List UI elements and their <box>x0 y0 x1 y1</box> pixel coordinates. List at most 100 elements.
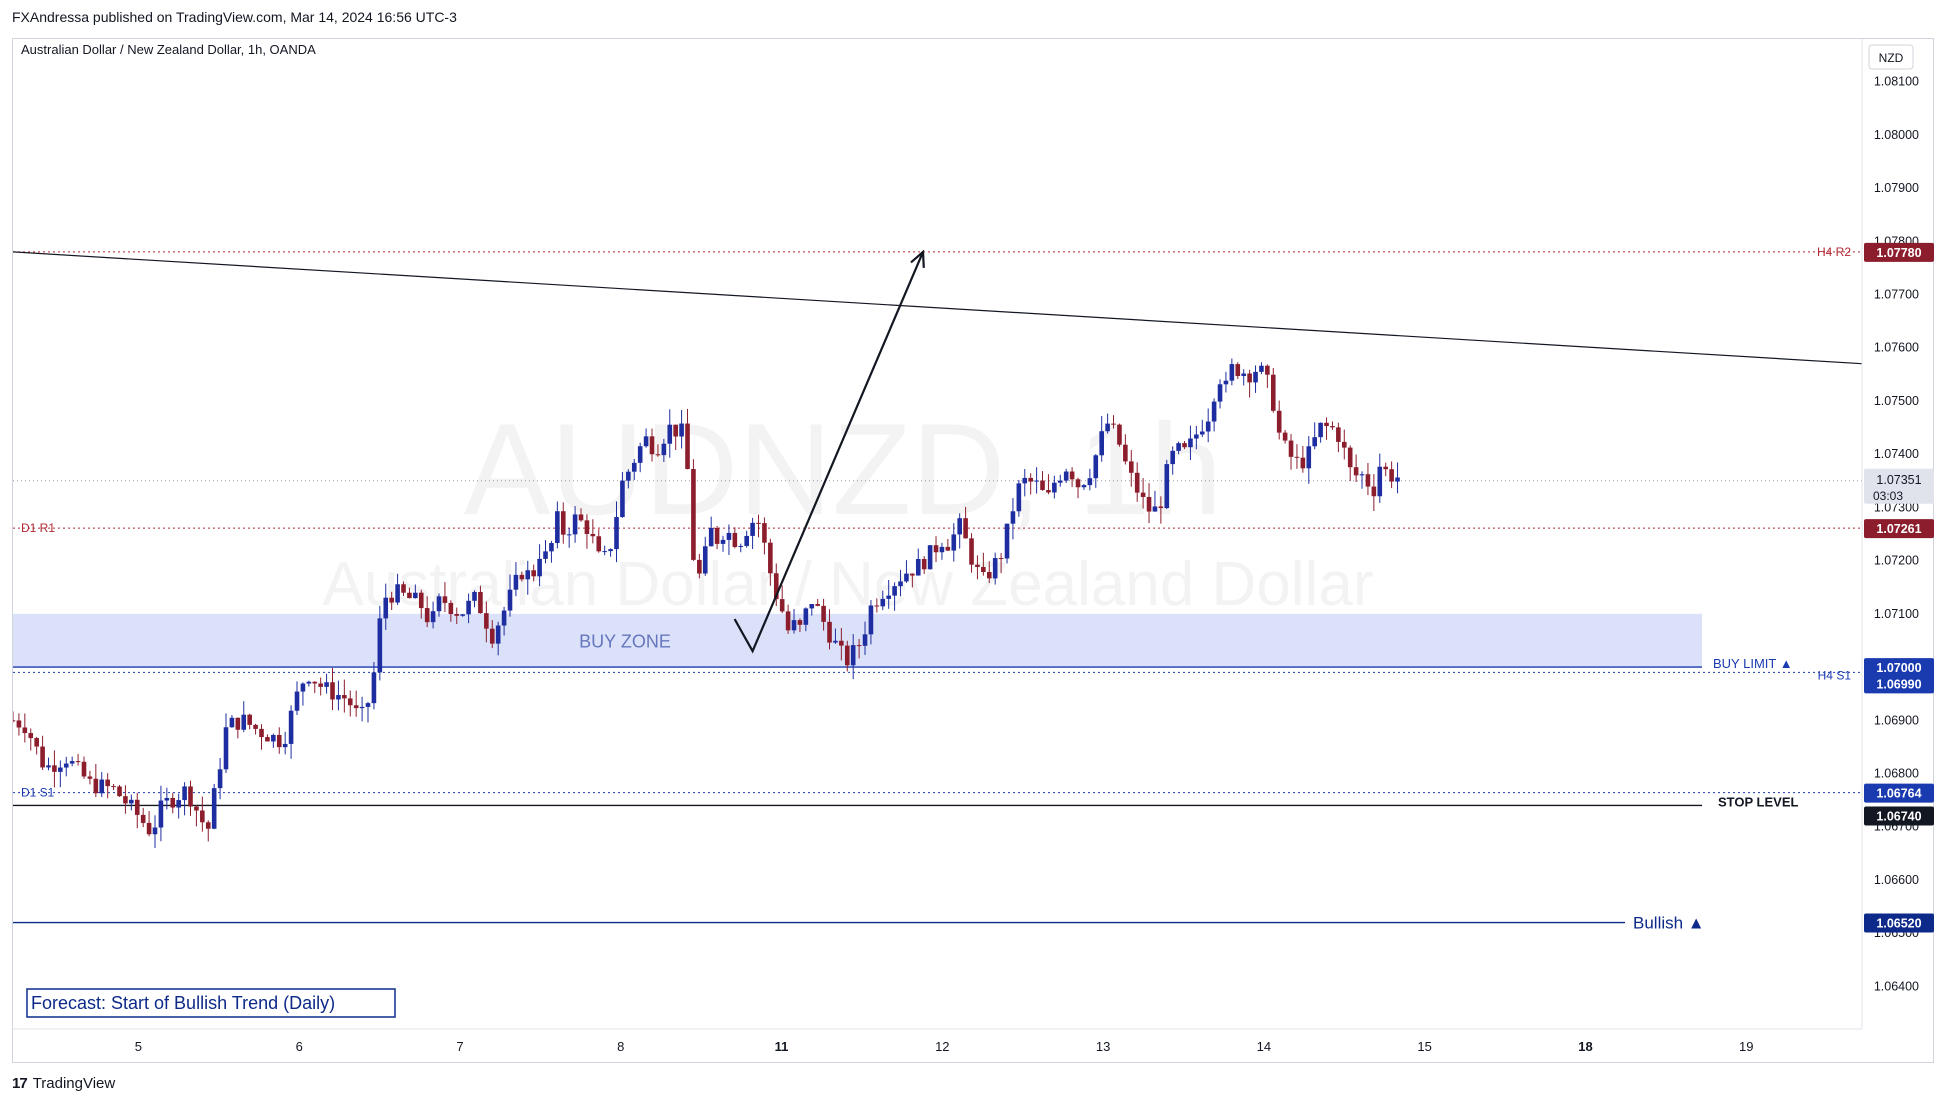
candle-body <box>661 443 667 456</box>
candle-body <box>1341 441 1347 448</box>
level-name-1-06764: D1 S1 <box>21 786 55 800</box>
candle-body <box>679 423 684 437</box>
candle-body <box>904 573 909 582</box>
candle-body <box>1087 478 1093 486</box>
candle-body <box>626 471 631 481</box>
candle-body <box>1235 364 1241 377</box>
candle-body <box>975 564 980 567</box>
price-label-1-07261: 1.07261 <box>1876 522 1921 536</box>
candle-body <box>1075 479 1081 488</box>
candle-body <box>407 592 412 599</box>
candle-body <box>537 558 542 577</box>
candle-body <box>158 800 164 828</box>
candle-body <box>223 727 229 770</box>
price-tick: 1.08000 <box>1874 128 1919 142</box>
candle-body <box>785 611 791 631</box>
candle-body <box>685 423 690 470</box>
candle-body <box>726 532 732 540</box>
candle-body <box>454 614 460 616</box>
candle-body <box>1028 477 1033 482</box>
candle-body <box>1324 422 1329 427</box>
candle-body <box>797 620 803 625</box>
price-label-1-07780: 1.07780 <box>1876 246 1921 260</box>
buy-zone-area[interactable] <box>13 613 1702 668</box>
candle-body <box>821 605 826 622</box>
candle-body <box>596 536 602 552</box>
resistance-trendline[interactable] <box>13 251 1863 365</box>
candle-body <box>271 734 276 742</box>
time-tick: 7 <box>456 1039 463 1054</box>
candle-body <box>862 634 868 646</box>
candle-body <box>436 596 442 612</box>
candle-body <box>276 734 282 748</box>
candle-body <box>1134 472 1140 493</box>
candle-body <box>608 549 613 552</box>
candle-body <box>377 618 383 673</box>
candle-body <box>1241 373 1246 377</box>
price-label-1-07000: 1.07000 <box>1876 661 1921 675</box>
time-tick: 18 <box>1578 1039 1592 1054</box>
candle-body <box>910 573 915 576</box>
currency-label: NZD <box>1879 51 1904 65</box>
price-chart[interactable]: Australian Dollar / New Zealand Dollar, … <box>13 39 1935 1064</box>
candle-body <box>951 534 957 551</box>
candle-body <box>58 767 63 772</box>
candle-body <box>46 765 51 768</box>
tradingview-brand: TradingView <box>32 1075 116 1092</box>
candle-body <box>1294 456 1300 458</box>
candle-body <box>1016 483 1022 512</box>
candle-body <box>756 522 761 524</box>
forecast-arrow[interactable] <box>733 251 925 654</box>
candle-body <box>673 424 678 437</box>
candle-body <box>16 720 22 728</box>
price-tick: 1.07100 <box>1874 607 1919 621</box>
candle-body <box>856 645 862 647</box>
candle-body <box>1176 443 1181 451</box>
candle-body <box>637 446 643 463</box>
candle-body <box>288 710 294 744</box>
candle-body <box>495 625 501 644</box>
candle-body <box>791 620 797 631</box>
candle-body <box>543 551 548 559</box>
candle-body <box>211 788 217 829</box>
candle-body <box>353 705 359 709</box>
candle-body <box>1194 434 1199 439</box>
candle-body <box>1318 422 1323 438</box>
currency-button[interactable] <box>1868 44 1914 70</box>
time-tick: 15 <box>1417 1039 1431 1054</box>
candle-body <box>513 574 519 590</box>
candle-body <box>1330 426 1335 428</box>
candle-body <box>1170 450 1175 465</box>
candle-body <box>489 628 495 644</box>
candle-body <box>584 520 590 534</box>
candle-body <box>1300 457 1306 469</box>
candle-body <box>1365 474 1371 487</box>
candle-body <box>253 724 258 729</box>
candle-body <box>1205 421 1211 432</box>
price-tick: 1.07300 <box>1874 500 1919 514</box>
candle-body <box>330 682 335 700</box>
time-tick: 14 <box>1257 1039 1271 1054</box>
candle-body <box>809 604 815 609</box>
candle-body <box>1395 477 1400 482</box>
candle-body <box>1336 427 1341 442</box>
candle-body <box>182 786 187 801</box>
candle-body <box>342 695 347 699</box>
candle-body <box>1099 431 1104 456</box>
price-label-1-06740: 1.06740 <box>1876 809 1921 823</box>
candle-body <box>75 761 81 763</box>
candle-body <box>939 546 945 553</box>
publish-info: FXAndressa published on TradingView.com,… <box>12 9 457 25</box>
price-box-1-06990 <box>1864 674 1934 694</box>
candle-body <box>1265 365 1270 375</box>
candle-body <box>815 604 820 606</box>
candle-body <box>52 765 57 772</box>
candle-body <box>134 799 140 815</box>
candle-body <box>886 595 891 599</box>
candle-body <box>28 733 34 739</box>
candle-body <box>507 589 513 611</box>
candle-body <box>549 543 554 552</box>
price-box-1-06764 <box>1864 783 1934 803</box>
candle-body <box>531 570 536 577</box>
candle-body <box>1371 486 1377 497</box>
